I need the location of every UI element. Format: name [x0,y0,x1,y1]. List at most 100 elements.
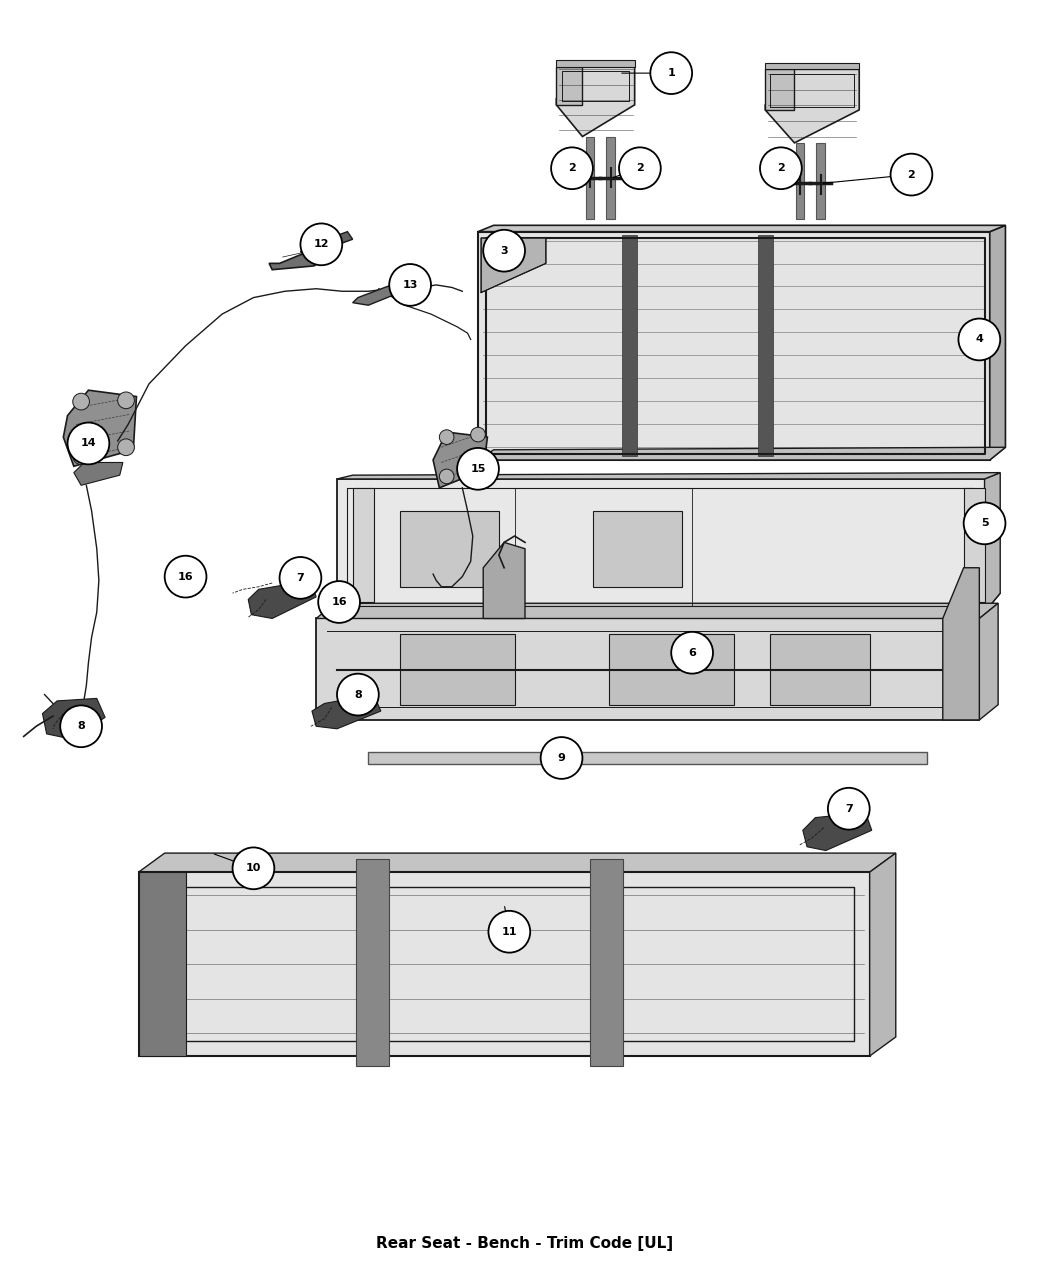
Polygon shape [803,812,872,850]
Circle shape [964,502,1006,544]
Text: 8: 8 [354,690,362,700]
Circle shape [72,393,89,411]
Polygon shape [765,69,859,143]
Text: 16: 16 [177,571,193,581]
Text: 12: 12 [314,240,329,250]
Circle shape [959,319,1001,361]
Text: 14: 14 [81,439,97,449]
Polygon shape [139,872,869,1056]
Circle shape [488,910,530,952]
Polygon shape [556,66,583,105]
Circle shape [390,264,430,306]
Circle shape [318,581,360,623]
Text: 6: 6 [688,648,696,658]
Polygon shape [817,143,824,219]
Polygon shape [337,593,1001,612]
Polygon shape [269,242,337,270]
Polygon shape [758,236,773,456]
Polygon shape [481,238,546,292]
Polygon shape [478,226,1006,232]
Polygon shape [337,479,985,612]
Polygon shape [248,580,316,618]
Text: 1: 1 [668,68,675,78]
Text: 8: 8 [78,722,85,732]
Polygon shape [556,60,634,66]
Circle shape [60,705,102,747]
Circle shape [439,430,454,445]
Circle shape [232,848,274,889]
Polygon shape [609,634,734,705]
Circle shape [337,673,379,715]
Polygon shape [433,432,487,488]
Polygon shape [353,488,374,602]
Circle shape [650,52,692,94]
Circle shape [457,448,499,490]
Text: Rear Seat - Bench - Trim Code [UL]: Rear Seat - Bench - Trim Code [UL] [377,1237,673,1251]
Text: 11: 11 [502,927,517,937]
Polygon shape [478,448,1006,460]
Polygon shape [369,752,927,764]
Circle shape [551,148,593,189]
Circle shape [165,556,207,598]
Text: 2: 2 [568,163,575,173]
Circle shape [67,422,109,464]
Polygon shape [980,603,999,720]
Circle shape [439,469,454,483]
Polygon shape [42,699,105,740]
Circle shape [470,427,485,442]
Polygon shape [139,853,896,872]
Text: 2: 2 [636,163,644,173]
Polygon shape [400,634,514,705]
Polygon shape [985,473,1001,612]
Polygon shape [300,232,353,255]
Polygon shape [765,62,859,69]
Polygon shape [990,226,1006,460]
Circle shape [279,557,321,599]
Polygon shape [556,66,634,136]
Polygon shape [316,618,980,720]
Polygon shape [796,143,804,219]
Text: 13: 13 [402,280,418,289]
Polygon shape [63,390,136,467]
Circle shape [620,148,660,189]
Circle shape [300,223,342,265]
Polygon shape [586,136,594,219]
Text: 7: 7 [845,803,853,813]
Polygon shape [590,859,624,1066]
Polygon shape [337,473,1001,479]
Circle shape [470,462,485,476]
Polygon shape [483,542,525,618]
Text: 4: 4 [975,334,983,344]
Circle shape [483,230,525,272]
Circle shape [72,448,89,464]
Polygon shape [964,488,985,602]
Polygon shape [478,232,990,460]
Circle shape [118,439,134,455]
Polygon shape [765,69,795,110]
Polygon shape [312,695,381,729]
Circle shape [890,154,932,195]
Text: 10: 10 [246,863,261,873]
Polygon shape [869,853,896,1056]
Circle shape [671,632,713,673]
Text: 2: 2 [907,170,916,180]
Polygon shape [353,279,413,305]
Text: 15: 15 [470,464,486,474]
Polygon shape [623,236,636,456]
Text: 2: 2 [777,163,784,173]
Circle shape [827,788,869,830]
Circle shape [760,148,802,189]
Text: 16: 16 [332,597,346,607]
Circle shape [118,391,134,409]
Circle shape [541,737,583,779]
Polygon shape [316,603,999,618]
Text: 7: 7 [296,572,304,583]
Polygon shape [139,872,186,1056]
Polygon shape [400,511,499,586]
Polygon shape [593,511,681,586]
Polygon shape [943,567,980,720]
Text: 3: 3 [500,246,508,256]
Polygon shape [607,136,615,219]
Text: 9: 9 [558,754,566,762]
Polygon shape [74,463,123,486]
